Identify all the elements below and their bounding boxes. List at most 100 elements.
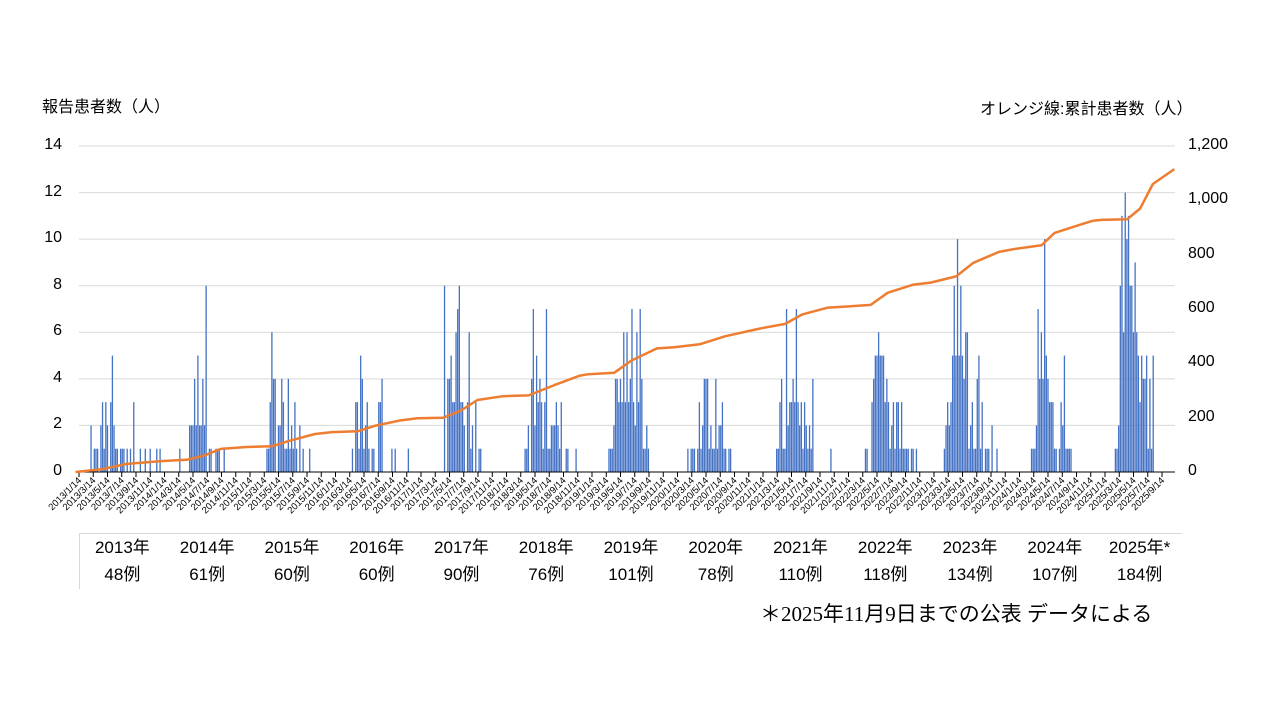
annual-summary-cell: 2013年 48例 xyxy=(80,534,165,589)
weekly-report-bar xyxy=(970,425,972,472)
weekly-report-bar xyxy=(953,285,955,472)
annual-summary-cell: 2014年 61例 xyxy=(165,534,250,589)
weekly-report-bar xyxy=(614,378,617,472)
annual-summary-cell: 2017年 90例 xyxy=(419,534,504,589)
weekly-report-bar xyxy=(106,425,109,472)
weekly-report-bar xyxy=(951,355,954,472)
weekly-report-bar xyxy=(728,448,730,472)
footnote: ＊2025年11月9日までの公表 データによる xyxy=(760,602,1153,626)
weekly-report-bar xyxy=(899,448,901,472)
weekly-report-bar xyxy=(882,355,885,472)
case-count: 61例 xyxy=(189,565,226,584)
weekly-report-bar xyxy=(779,402,781,472)
weekly-report-bar xyxy=(379,402,382,472)
weekly-report-bar xyxy=(902,448,904,472)
weekly-report-bar xyxy=(812,378,814,472)
weekly-report-bar xyxy=(708,448,710,472)
weekly-report-bar xyxy=(716,448,719,472)
weekly-report-bar xyxy=(794,402,796,472)
weekly-report-bar xyxy=(534,425,536,472)
weekly-report-bar xyxy=(1053,448,1056,472)
weekly-report-bar xyxy=(144,448,146,472)
weekly-report-bar xyxy=(624,402,627,472)
case-count: 48例 xyxy=(104,565,141,584)
weekly-report-bar xyxy=(961,355,964,472)
weekly-report-bar xyxy=(700,448,702,472)
weekly-report-bar xyxy=(557,425,559,472)
weekly-report-bar xyxy=(545,309,548,472)
weekly-report-bar xyxy=(789,402,791,472)
weekly-report-bar xyxy=(294,402,296,472)
weekly-report-bar xyxy=(900,402,903,472)
weekly-report-bar xyxy=(540,402,543,472)
weekly-report-bar xyxy=(618,402,620,472)
weekly-report-bar xyxy=(1032,448,1034,472)
weekly-report-bar xyxy=(549,448,551,472)
weekly-report-bar xyxy=(466,402,469,472)
weekly-report-bar xyxy=(1042,378,1044,472)
weekly-report-bar xyxy=(208,448,211,472)
weekly-report-bar xyxy=(644,448,646,472)
weekly-report-bar xyxy=(356,402,359,472)
weekly-report-bar xyxy=(448,378,451,472)
weekly-report-bar xyxy=(302,448,304,472)
weekly-report-bar xyxy=(295,448,298,472)
weekly-report-bar xyxy=(723,448,725,472)
weekly-report-bar xyxy=(871,402,873,472)
weekly-report-bar xyxy=(1136,332,1138,472)
weekly-report-bar xyxy=(539,378,541,472)
weekly-report-bar xyxy=(1145,355,1148,472)
weekly-report-bar xyxy=(1147,448,1149,472)
right-tick-label: 800 xyxy=(1188,244,1215,262)
case-count: 101例 xyxy=(608,565,654,584)
weekly-report-bar xyxy=(121,448,123,472)
cumulative-patients-line xyxy=(75,168,1176,474)
weekly-report-bar xyxy=(874,355,876,472)
weekly-report-bar xyxy=(203,425,206,472)
weekly-report-bar xyxy=(830,448,832,472)
weekly-report-bar xyxy=(1149,378,1151,472)
weekly-report-bar xyxy=(887,402,890,472)
weekly-report-bar xyxy=(628,402,630,472)
right-tick-label: 200 xyxy=(1188,407,1215,425)
weekly-report-bar xyxy=(974,448,977,472)
weekly-report-bar xyxy=(364,425,367,472)
weekly-report-bar xyxy=(896,402,898,472)
weekly-report-bar xyxy=(956,239,959,472)
weekly-report-bar xyxy=(795,309,798,472)
weekly-report-bar xyxy=(100,425,102,472)
weekly-report-bar xyxy=(103,448,105,472)
weekly-report-bar xyxy=(991,425,993,472)
annual-summary-cell: 2016年 60例 xyxy=(334,534,419,589)
weekly-report-bar xyxy=(555,402,557,472)
weekly-report-bar xyxy=(1126,239,1128,472)
weekly-report-bar xyxy=(1129,285,1131,472)
weekly-report-bar xyxy=(1058,448,1061,472)
weekly-report-bar xyxy=(950,402,952,472)
year-label: 2019年 xyxy=(603,538,659,557)
year-label: 2013年 xyxy=(94,538,150,557)
weekly-report-bar xyxy=(550,425,553,472)
weekly-report-bar xyxy=(631,309,633,472)
weekly-report-bar xyxy=(616,378,618,472)
weekly-report-bar xyxy=(777,448,779,472)
left-tick-label: 8 xyxy=(53,275,62,293)
weekly-report-bar xyxy=(558,448,561,472)
weekly-report-bar xyxy=(463,425,465,472)
weekly-report-bar xyxy=(876,355,878,472)
left-axis-title: 報告患者数（人） xyxy=(42,99,171,116)
weekly-report-bar xyxy=(90,425,92,472)
weekly-report-bar xyxy=(703,378,705,472)
year-label: 2015年 xyxy=(264,538,320,557)
year-label: 2025年* xyxy=(1108,538,1171,557)
weekly-report-bar xyxy=(1063,355,1066,472)
weekly-report-bar xyxy=(973,448,975,472)
weekly-report-bar xyxy=(1055,448,1057,472)
weekly-report-bar xyxy=(443,285,446,472)
weekly-report-bar xyxy=(698,402,701,472)
weekly-report-bar xyxy=(1044,239,1046,472)
weekly-report-bar xyxy=(1132,332,1135,472)
weekly-report-bar xyxy=(1141,355,1143,472)
case-count: 118例 xyxy=(863,565,908,584)
weekly-report-bar xyxy=(790,402,793,472)
